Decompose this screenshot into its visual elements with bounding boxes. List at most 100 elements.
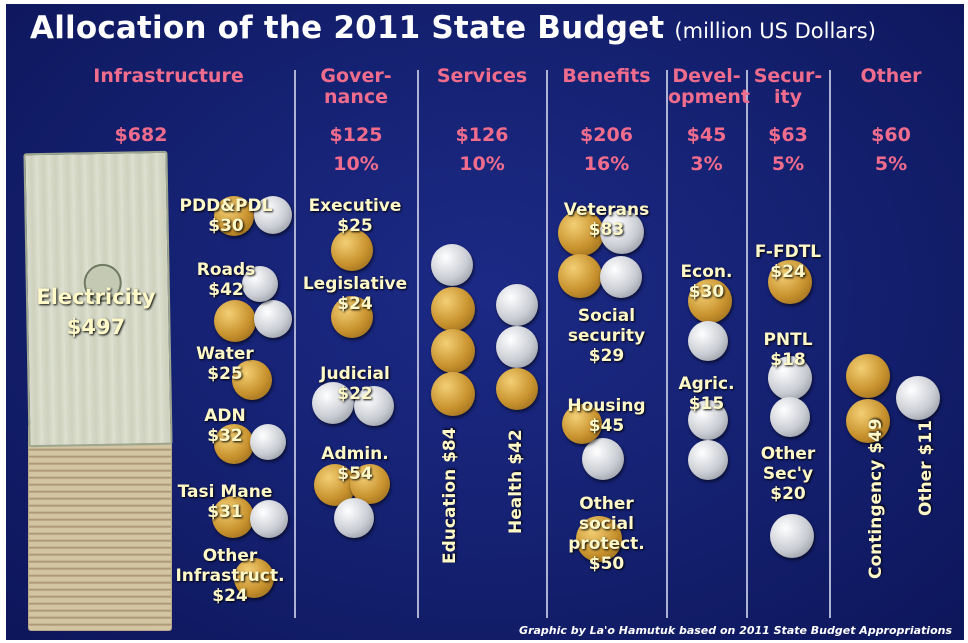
category-label-line: Other [860,65,922,87]
item-name: Econ. [680,262,733,282]
item-name: Judicial [320,364,390,384]
item-amount: $20 [770,484,806,504]
coin-2 [254,196,292,234]
category-amount-services: $126 [455,124,509,146]
item-name: protect. [568,534,645,554]
coin-15 [354,386,394,426]
category-percent-other: 5% [874,153,908,175]
category-label-security: Secur-ity [748,66,828,108]
coin-20 [431,287,475,331]
coin-42 [846,399,890,443]
column-divider-5 [746,70,748,618]
item-infrastructure-adn: ADN $32 [188,406,262,446]
coin-22 [431,372,475,416]
coin-19 [431,244,473,286]
category-label-line: Secur- [753,65,823,87]
item-infrastructure-tasi-mane: Tasi Mane $31 [166,482,284,522]
item-name: Infrastruct. [175,566,285,586]
item-development-econ: Econ. $30 [668,262,745,302]
item-infrastructure-roads: Roads $42 [184,260,268,300]
coin-31 [562,404,602,444]
category-label-benefits: Benefits [548,66,665,87]
item-amount: $45 [588,416,625,436]
coin-8 [250,424,286,460]
item-name: Electricity [36,285,156,309]
item-other-other-vertical: Other $11 [916,420,936,516]
coin-12 [331,229,373,271]
coin-24 [496,326,538,368]
coin-23 [496,284,538,326]
item-name: Other [202,546,258,566]
item-amount: $29 [588,346,625,366]
category-label-development: Devel-opment [668,65,750,108]
category-amount-infrastructure: $682 [114,124,168,146]
item-security-other-sec-y: Other Sec'y $20 [748,444,828,504]
item-name: Admin. [321,444,389,464]
item-amount: $32 [207,426,243,446]
item-name: Executive [308,196,402,216]
item-name: security [567,326,646,346]
coin-1 [214,196,254,236]
item-amount: $30 [208,216,244,236]
chart-title: Allocation of the 2011 State Budget [30,10,665,46]
item-infrastructure-water: Water $25 [188,344,262,384]
category-percent-development: 3% [690,153,723,175]
item-governance-executive: Executive $25 [296,196,414,236]
item-amount: $24 [212,586,248,606]
coin-27 [600,210,644,254]
category-amount-security: $63 [768,124,808,146]
coin-40 [770,514,814,558]
category-label-line: Gover- [320,65,392,87]
item-name: Other [760,444,816,464]
item-infrastructure-pdd-pdl: PDD&PDL $30 [176,196,276,236]
category-label-line: Devel- [672,65,741,87]
coin-26 [558,210,604,256]
category-label-line: ity [774,86,802,108]
category-label-governance: Gover-nance [296,66,416,108]
category-label-services: Services [419,66,545,87]
coin-14 [312,382,354,424]
item-amount: $24 [770,262,806,282]
item-name: Veterans [563,200,650,220]
coin-41 [846,354,890,398]
item-amount: $31 [207,502,243,522]
coin-38 [768,356,812,400]
item-name: PNTL [763,330,813,350]
coin-28 [558,254,602,298]
item-amount: $497 [66,315,126,339]
coin-5 [242,266,278,302]
coin-37 [768,260,812,304]
coin-10 [250,500,288,538]
coin-33 [688,279,732,323]
column-divider-1 [294,70,296,618]
coin-17 [350,464,390,504]
coin-7 [214,424,254,464]
column-divider-2 [417,70,419,618]
column-divider-3 [546,70,548,618]
item-infrastructure-electricity: Electricity $497 [26,282,166,342]
item-name: Social [577,306,636,326]
column-divider-6 [829,70,831,618]
item-name: Roads [196,260,256,280]
category-percent-services: 10% [459,153,505,175]
item-amount: $18 [770,350,806,370]
item-amount: $50 [588,554,625,574]
item-services-education-vertical: Education $84 [440,427,460,564]
category-label-other: Other [831,66,951,87]
category-amount-governance: $125 [329,124,383,146]
item-name: Sec'y [762,464,814,484]
item-security-f-fdtl: F-FDTL $24 [748,242,828,282]
item-name: Legislative [302,274,408,294]
coin-11 [234,558,274,598]
item-development-agric: Agric. $15 [668,374,745,414]
coin-34 [688,321,728,361]
column-divider-4 [666,70,668,618]
coin-18 [334,498,374,538]
coin-21 [431,329,475,373]
item-name: F-FDTL [754,242,822,262]
credit-note: Graphic by La'o Hamutuk based on 2011 St… [519,624,952,637]
item-amount: $42 [208,280,244,300]
item-governance-judicial: Judicial $22 [298,364,412,404]
coin-30 [582,438,624,480]
chart-title-row: Allocation of the 2011 State Budget (mill… [30,10,876,46]
